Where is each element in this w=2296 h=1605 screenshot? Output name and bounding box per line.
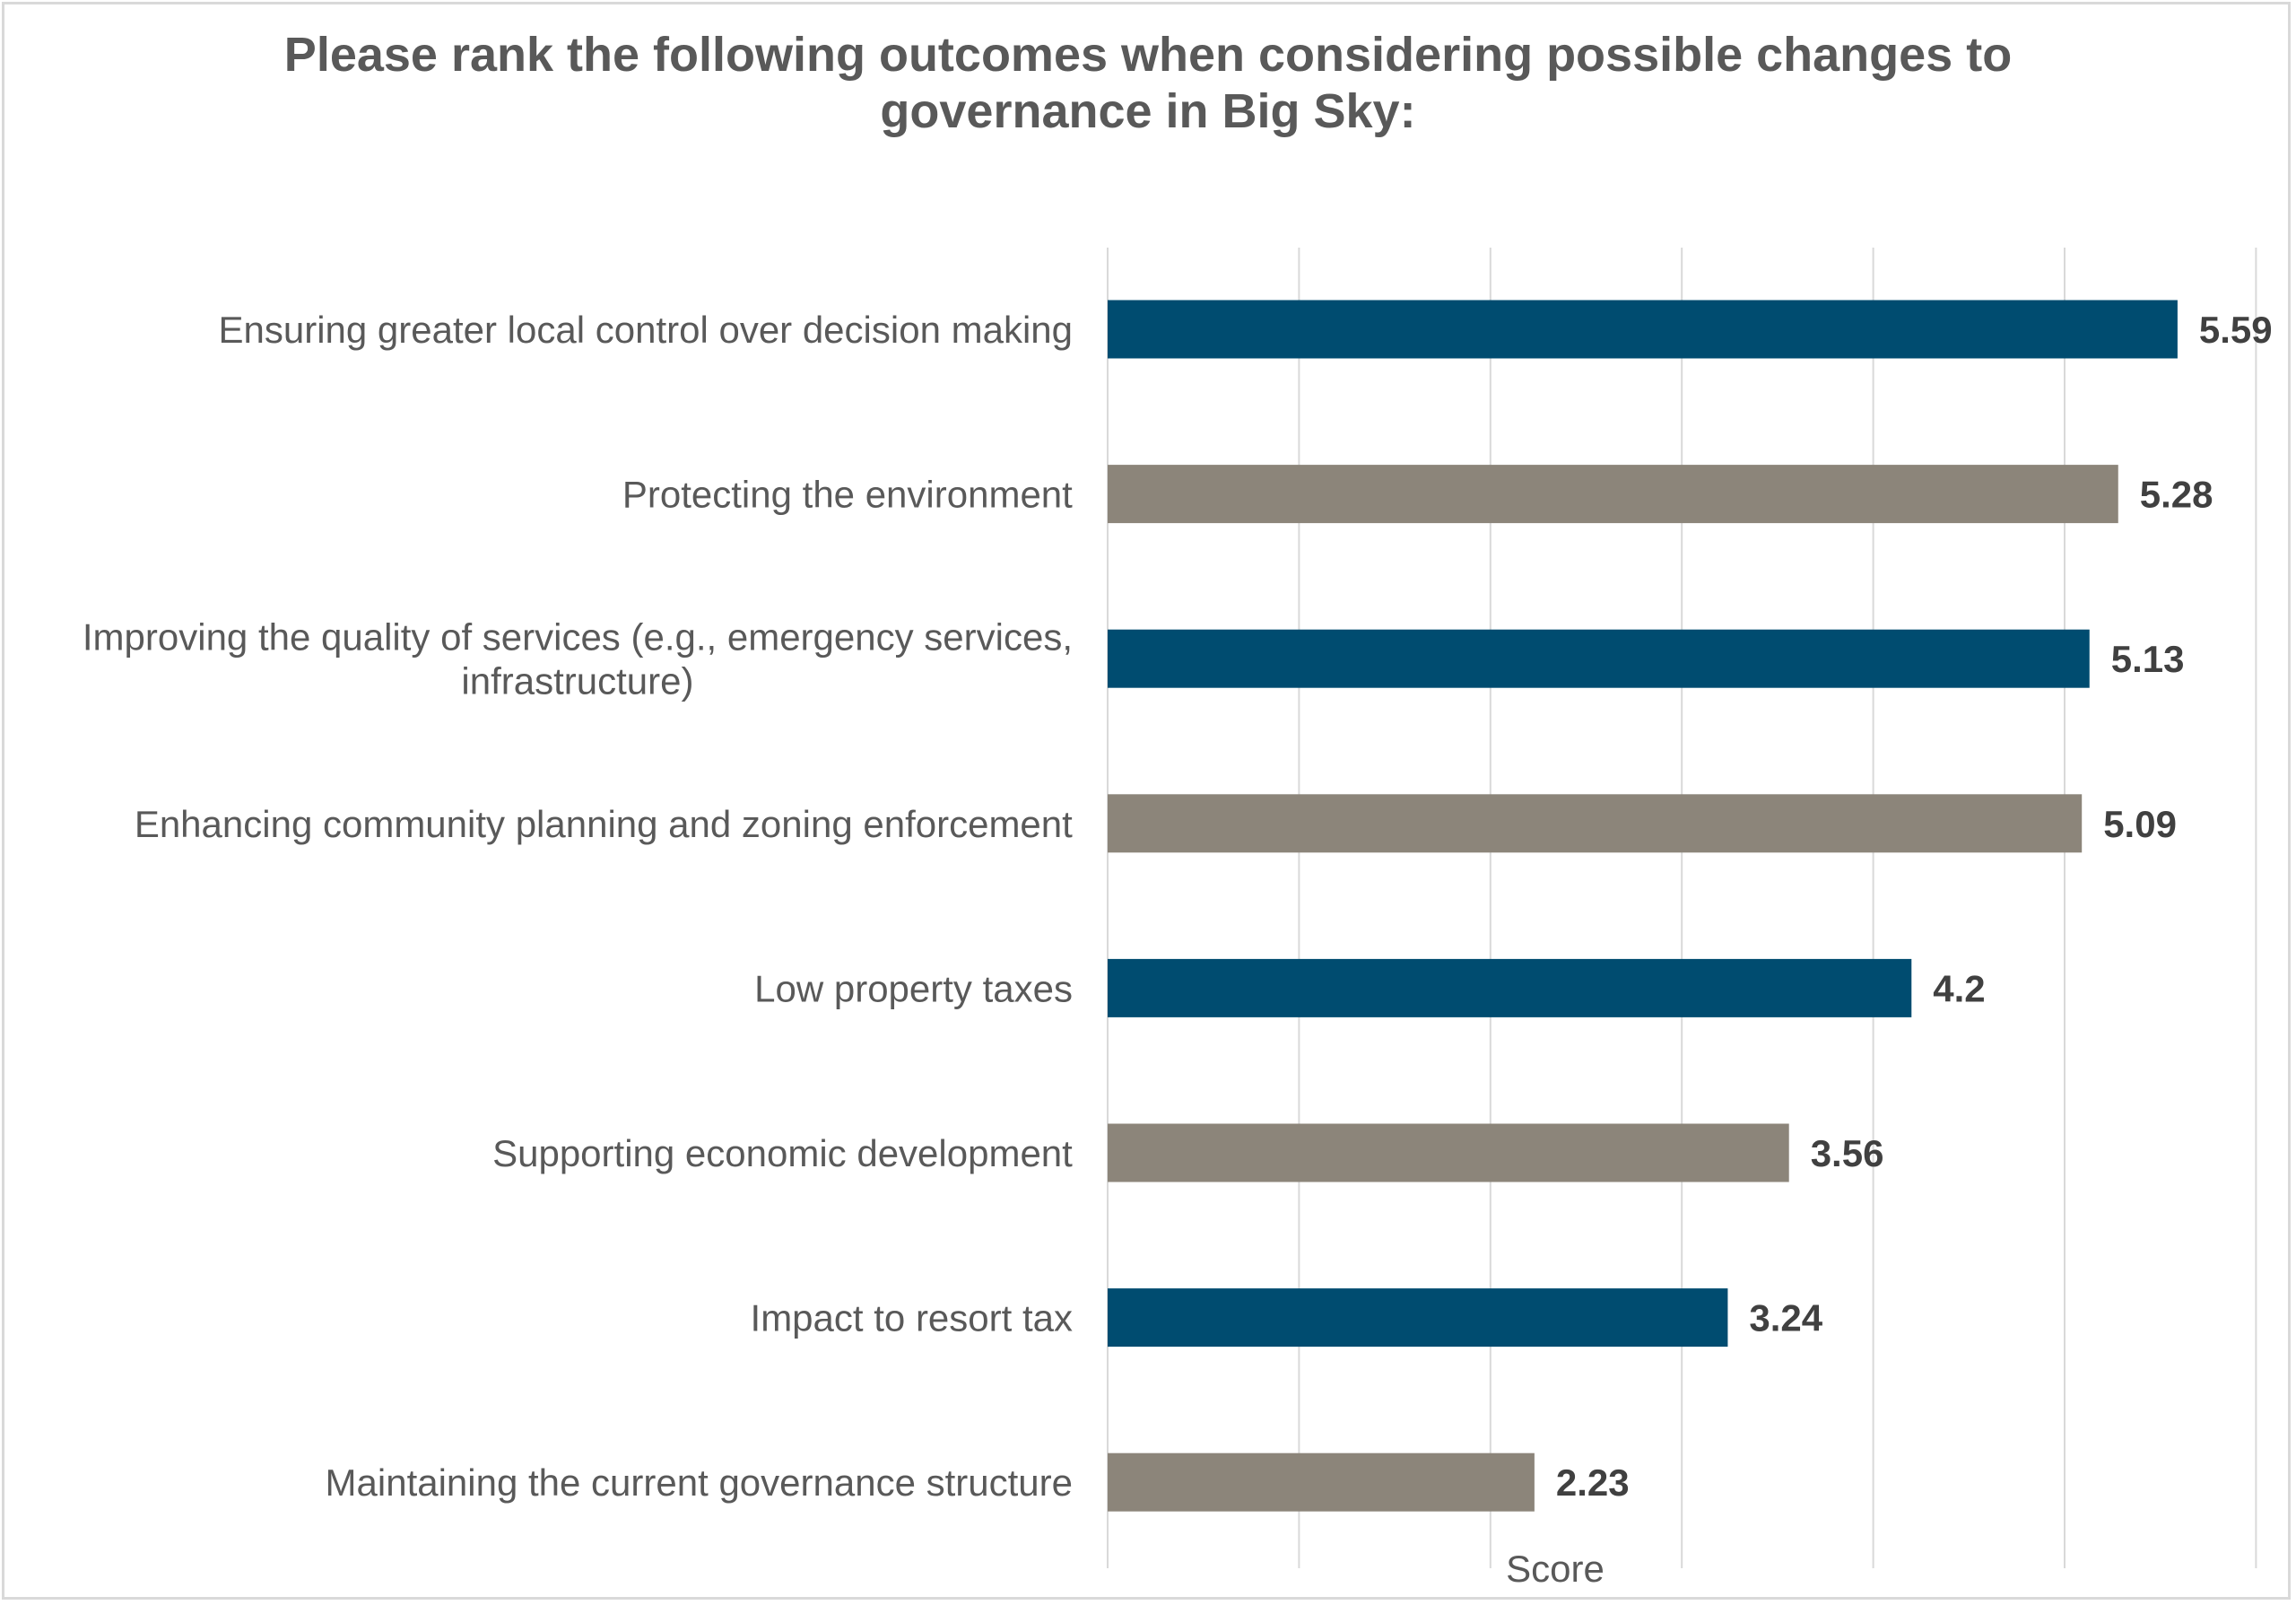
x-axis-title: Score <box>1506 1548 1605 1590</box>
category-label: Supporting economic development <box>492 1132 1073 1174</box>
category-label: Low property taxes <box>754 967 1073 1009</box>
value-label: 3.56 <box>1811 1132 1884 1174</box>
gridlines <box>1107 248 2257 1568</box>
bars <box>1108 300 2178 1512</box>
bar <box>1108 1123 1789 1182</box>
value-label: 2.23 <box>1556 1461 1630 1504</box>
category-label: Improving the quality of services (e.g.,… <box>83 616 1073 702</box>
category-label: Maintaining the current governance struc… <box>326 1461 1073 1504</box>
value-label: 5.13 <box>2111 638 2185 680</box>
value-label: 4.2 <box>1933 967 1985 1009</box>
value-label: 5.59 <box>2199 309 2273 351</box>
bar <box>1108 958 1912 1017</box>
value-label: 3.24 <box>1749 1297 1822 1339</box>
value-label: 5.28 <box>2140 474 2213 516</box>
bar <box>1108 1452 1535 1512</box>
chart-title: Please rank the following outcomes when … <box>283 28 2013 138</box>
category-label: Impact to resort tax <box>751 1297 1073 1339</box>
category-labels: Ensuring greater local control over deci… <box>83 309 1073 1504</box>
bar <box>1108 465 2118 524</box>
value-labels: 5.59 5.28 5.13 5.09 4.2 3.56 3.24 2.23 <box>1556 309 2273 1504</box>
category-label: Enhancing community planning and zoning … <box>135 803 1073 845</box>
category-label: Ensuring greater local control over deci… <box>219 309 1074 351</box>
bar <box>1108 794 2083 853</box>
value-label: 5.09 <box>2103 803 2177 845</box>
category-label: Protecting the environment <box>622 474 1073 516</box>
bar <box>1108 1288 1728 1348</box>
bar <box>1108 629 2090 688</box>
bar <box>1108 300 2178 359</box>
